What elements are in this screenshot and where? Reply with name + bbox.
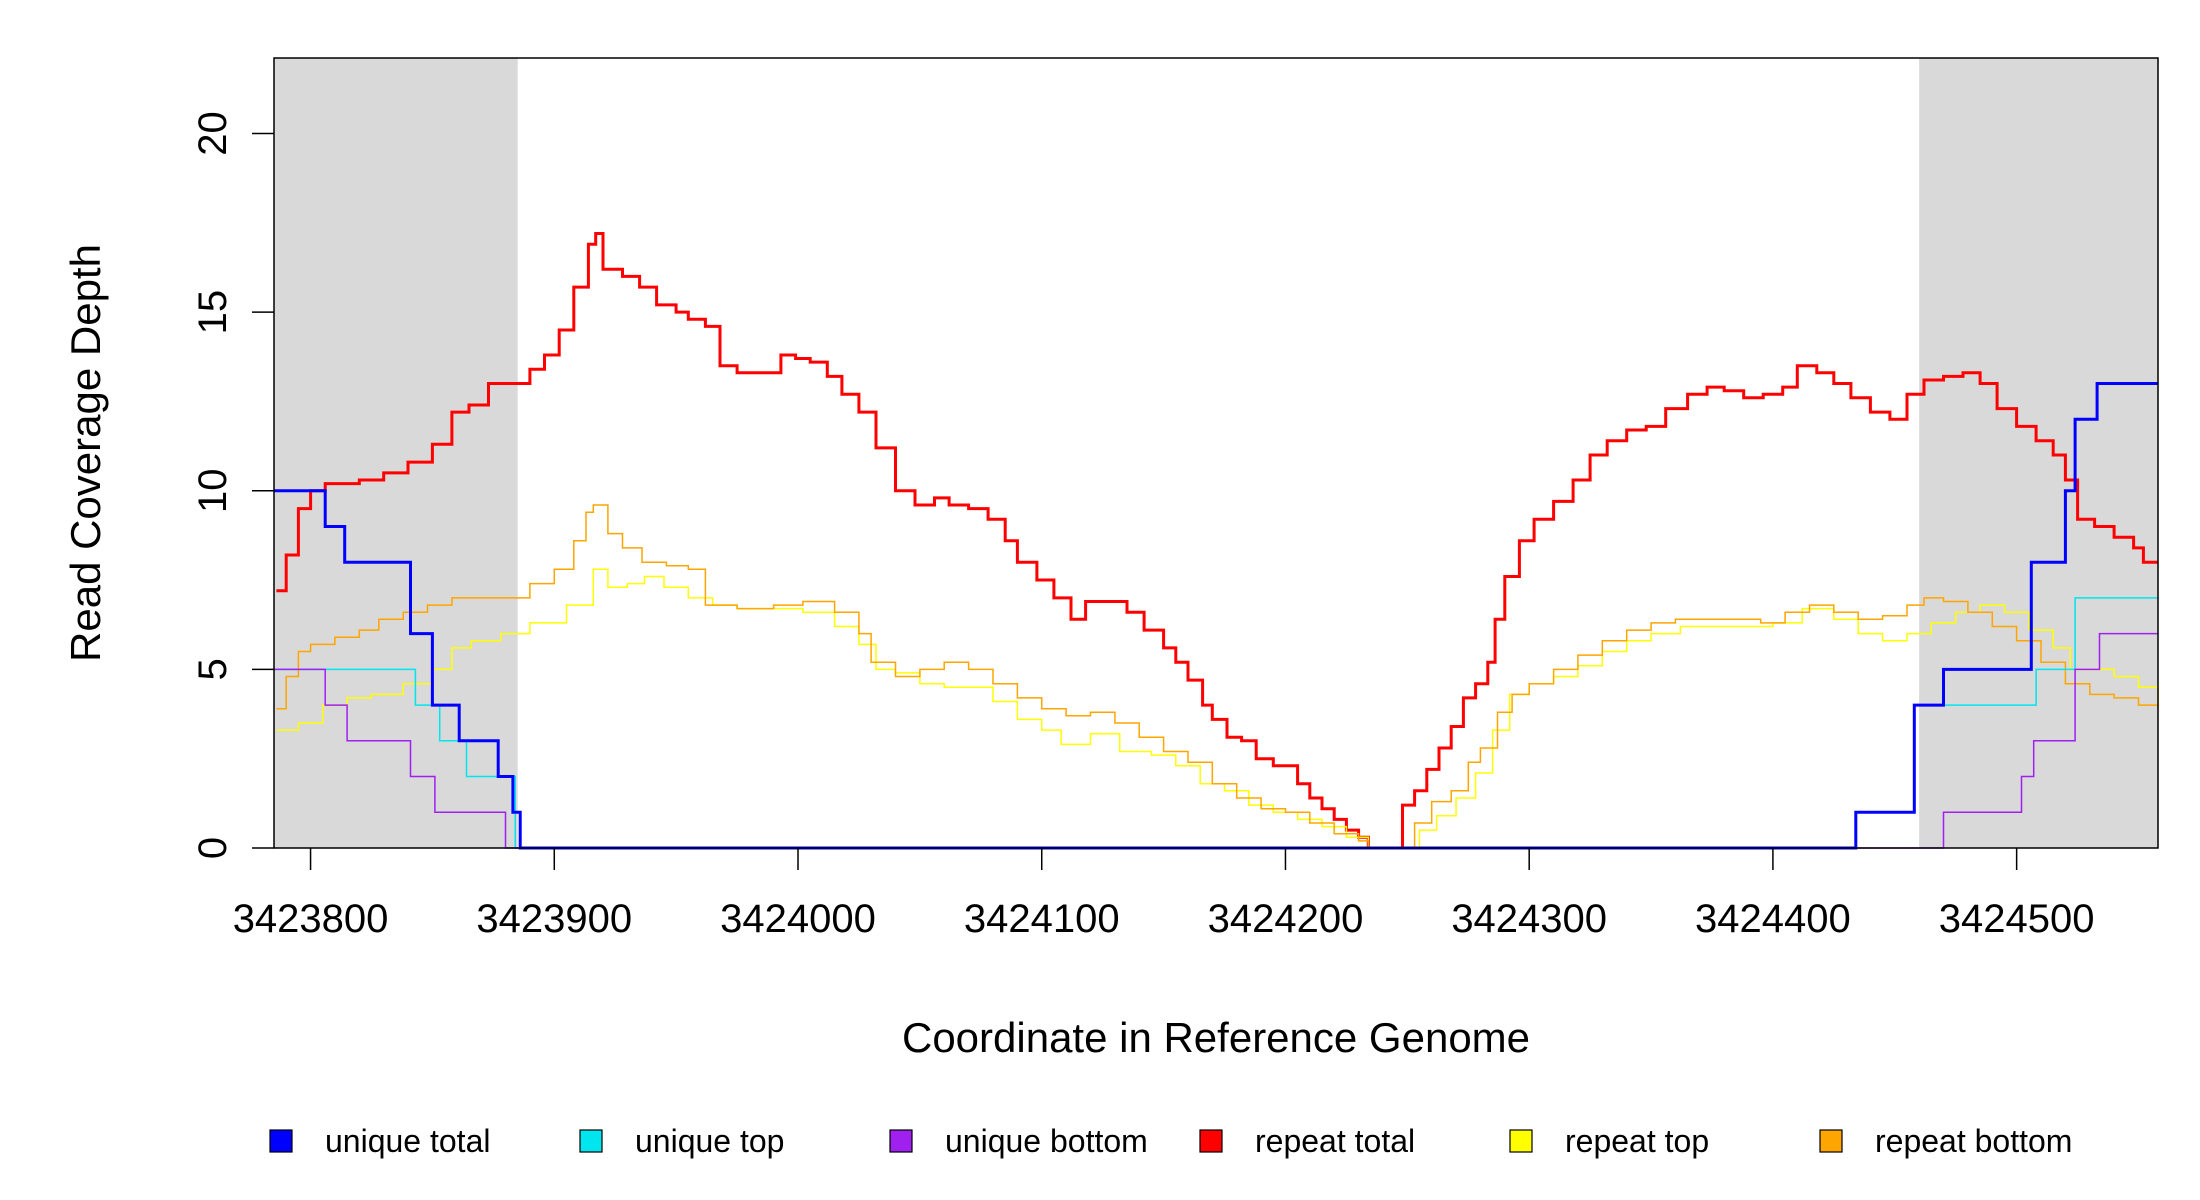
legend-swatch-repeat-top	[1509, 1129, 1533, 1153]
y-axis: 0 5 10 15 20	[191, 111, 274, 859]
legend-swatch-unique-bottom	[889, 1129, 913, 1153]
legend-swatch-unique-top	[579, 1129, 603, 1153]
legend: unique total unique top unique bottom repea…	[269, 1123, 2072, 1159]
series-line-unique-top	[274, 597, 2158, 849]
y-tick-label: 15	[191, 290, 235, 335]
series-line-unique-total	[274, 382, 2158, 850]
legend-label-unique-bottom: unique bottom	[945, 1123, 1148, 1159]
series-line-unique-bottom	[274, 632, 2158, 849]
series-line-repeat-total	[276, 232, 2158, 850]
y-tick-label: 20	[191, 111, 235, 156]
series-lines	[274, 232, 2159, 850]
y-axis-title: Read Coverage Depth	[62, 244, 109, 662]
y-tick-label: 0	[191, 837, 235, 859]
shaded-regions	[274, 58, 2158, 848]
shaded-region-0	[274, 58, 518, 848]
x-tick-label: 3423900	[476, 897, 632, 941]
legend-label-repeat-top: repeat top	[1565, 1123, 1709, 1159]
y-tick-label: 5	[191, 658, 235, 680]
legend-swatch-repeat-total	[1199, 1129, 1223, 1153]
legend-swatch-repeat-bottom	[1819, 1129, 1843, 1153]
x-tick-label: 3424300	[1451, 897, 1607, 941]
shaded-region-1	[1919, 58, 2158, 848]
x-tick-label: 3424400	[1695, 897, 1851, 941]
plot-frame	[273, 57, 2159, 849]
x-axis-title: Coordinate in Reference Genome	[902, 1014, 1530, 1061]
series-line-repeat-top	[276, 568, 2159, 849]
x-tick-label: 3424500	[1939, 897, 2095, 941]
y-tick-label: 10	[191, 468, 235, 513]
legend-label-repeat-bottom: repeat bottom	[1875, 1123, 2072, 1159]
legend-label-unique-top: unique top	[635, 1123, 784, 1159]
legend-label-unique-total: unique total	[325, 1123, 490, 1159]
x-tick-label: 3424200	[1208, 897, 1364, 941]
legend-swatch-unique-total	[269, 1129, 293, 1153]
x-tick-label: 3424100	[964, 897, 1120, 941]
series-line-repeat-bottom	[276, 504, 2159, 849]
x-axis: 3423800 3423900 3424000 3424100 3424200 34243…	[233, 848, 2095, 941]
x-tick-label: 3423800	[233, 897, 389, 941]
legend-label-repeat-total: repeat total	[1255, 1123, 1415, 1159]
x-tick-label: 3424000	[720, 897, 876, 941]
